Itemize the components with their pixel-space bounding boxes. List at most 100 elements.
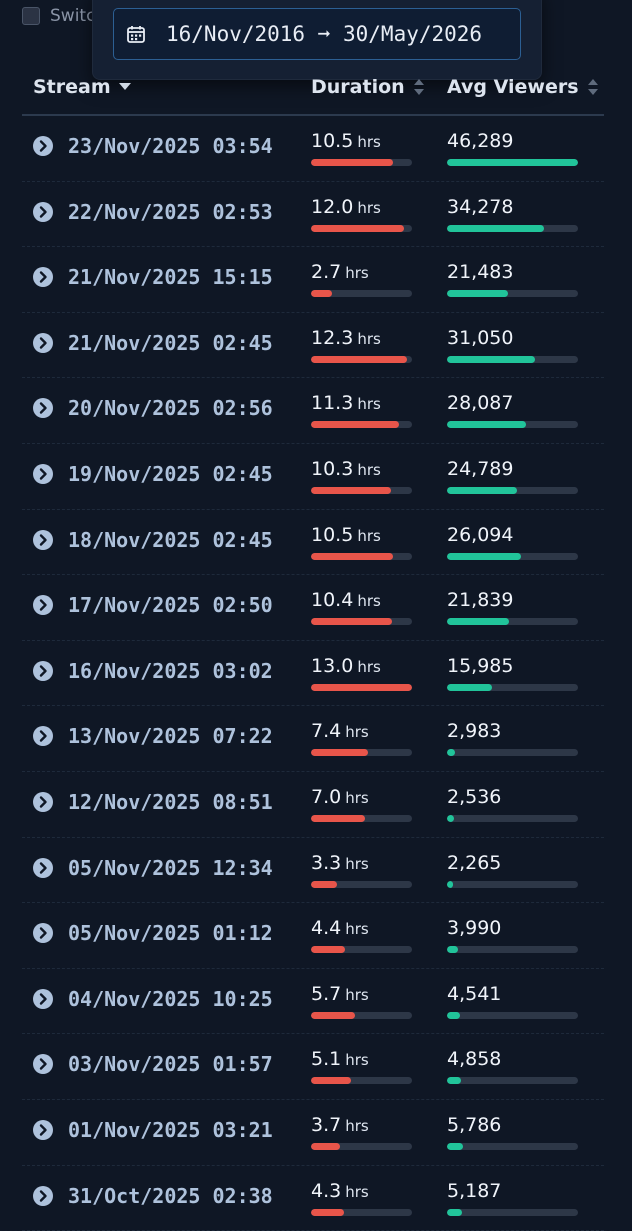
duration-bar (311, 159, 412, 166)
stream-date[interactable]: 21/Nov/2025 02:45 (68, 331, 273, 355)
avg-viewers-value: 2,265 (447, 852, 501, 874)
duration-bar (311, 618, 412, 625)
duration-unit: hrs (345, 1051, 369, 1069)
duration-unit: hrs (357, 133, 381, 151)
duration-unit: hrs (357, 461, 381, 479)
avg-viewers-bar-fill (447, 487, 517, 494)
switch-toggle[interactable]: Switc (22, 6, 95, 26)
avg-viewers-bar-fill (447, 159, 578, 166)
duration-bar (311, 815, 412, 822)
switch-checkbox[interactable] (22, 7, 40, 25)
stream-date[interactable]: 16/Nov/2025 03:02 (68, 659, 273, 683)
chevron-right-circle-icon[interactable] (33, 333, 53, 353)
stream-date[interactable]: 04/Nov/2025 10:25 (68, 987, 273, 1011)
avg-viewers-bar-fill (447, 946, 458, 953)
stream-date[interactable]: 22/Nov/2025 02:53 (68, 200, 273, 224)
avg-viewers-bar (447, 684, 578, 691)
chevron-right-circle-icon[interactable] (33, 989, 53, 1009)
stream-date[interactable]: 23/Nov/2025 03:54 (68, 134, 273, 158)
duration-number: 2.7 (311, 261, 341, 283)
avg-viewers-bar-fill (447, 618, 509, 625)
duration-number: 12.0 (311, 196, 353, 218)
chevron-right-circle-icon[interactable] (33, 792, 53, 812)
avg-viewers-value: 3,990 (447, 917, 501, 939)
chevron-right-circle-icon[interactable] (33, 398, 53, 418)
calendar-icon (126, 24, 146, 44)
chevron-right-circle-icon[interactable] (33, 1186, 53, 1206)
duration-bar-fill (311, 225, 404, 232)
stream-date[interactable]: 20/Nov/2025 02:56 (68, 396, 273, 420)
avg-viewers-value: 15,985 (447, 655, 513, 677)
duration-unit: hrs (357, 330, 381, 348)
stream-date[interactable]: 05/Nov/2025 01:12 (68, 921, 273, 945)
chevron-right-circle-icon[interactable] (33, 1054, 53, 1074)
chevron-right-circle-icon[interactable] (33, 661, 53, 681)
stream-date[interactable]: 12/Nov/2025 08:51 (68, 790, 273, 814)
chevron-right-circle-icon[interactable] (33, 267, 53, 287)
column-header-avg-viewers[interactable]: Avg Viewers (447, 76, 599, 98)
avg-viewers-bar (447, 1209, 578, 1216)
chevron-right-circle-icon[interactable] (33, 1120, 53, 1140)
chevron-right-circle-icon[interactable] (33, 136, 53, 156)
avg-viewers-bar (447, 815, 578, 822)
duration-unit: hrs (345, 855, 369, 873)
avg-viewers-value: 34,278 (447, 196, 513, 218)
column-header-duration[interactable]: Duration (311, 76, 425, 98)
duration-bar (311, 487, 412, 494)
avg-viewers-bar-fill (447, 1012, 460, 1019)
duration-unit: hrs (345, 1117, 369, 1135)
avg-viewers-bar-fill (447, 1143, 463, 1150)
stream-date[interactable]: 13/Nov/2025 07:22 (68, 724, 273, 748)
avg-viewers-bar (447, 1012, 578, 1019)
stream-date[interactable]: 05/Nov/2025 12:34 (68, 856, 273, 880)
avg-viewers-value: 4,541 (447, 983, 501, 1005)
chevron-right-circle-icon[interactable] (33, 530, 53, 550)
chevron-right-circle-icon[interactable] (33, 464, 53, 484)
stream-date[interactable]: 18/Nov/2025 02:45 (68, 528, 273, 552)
column-header-stream[interactable]: Stream (33, 76, 131, 98)
stream-date[interactable]: 01/Nov/2025 03:21 (68, 1118, 273, 1142)
stream-date[interactable]: 03/Nov/2025 01:57 (68, 1052, 273, 1076)
stream-date[interactable]: 19/Nov/2025 02:45 (68, 462, 273, 486)
duration-number: 4.3 (311, 1180, 341, 1202)
date-range-input[interactable]: 16/Nov/2016 ➞ 30/May/2026 (113, 8, 521, 60)
duration-bar (311, 749, 412, 756)
chevron-right-circle-icon[interactable] (33, 595, 53, 615)
duration-bar (311, 1012, 412, 1019)
chevron-right-circle-icon[interactable] (33, 726, 53, 746)
avg-viewers-bar (447, 487, 578, 494)
chevron-right-circle-icon[interactable] (33, 202, 53, 222)
duration-bar-fill (311, 1077, 351, 1084)
chevron-right-circle-icon[interactable] (33, 923, 53, 943)
sort-icon (413, 78, 425, 96)
stream-date[interactable]: 17/Nov/2025 02:50 (68, 593, 273, 617)
duration-unit: hrs (345, 723, 369, 741)
stream-date[interactable]: 31/Oct/2025 02:38 (68, 1184, 273, 1208)
table-header: Stream Duration Avg Viewers (22, 64, 604, 116)
chevron-right-circle-icon[interactable] (33, 858, 53, 878)
duration-bar (311, 1143, 412, 1150)
stream-date[interactable]: 21/Nov/2025 15:15 (68, 265, 273, 289)
